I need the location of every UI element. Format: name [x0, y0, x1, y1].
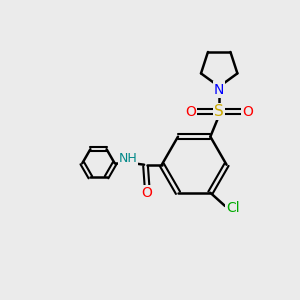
Text: O: O: [242, 105, 253, 118]
Text: N: N: [214, 82, 224, 97]
Text: Cl: Cl: [226, 201, 240, 215]
Text: O: O: [185, 105, 196, 118]
Text: NH: NH: [118, 152, 137, 165]
Text: S: S: [214, 104, 224, 119]
Text: O: O: [142, 186, 152, 200]
